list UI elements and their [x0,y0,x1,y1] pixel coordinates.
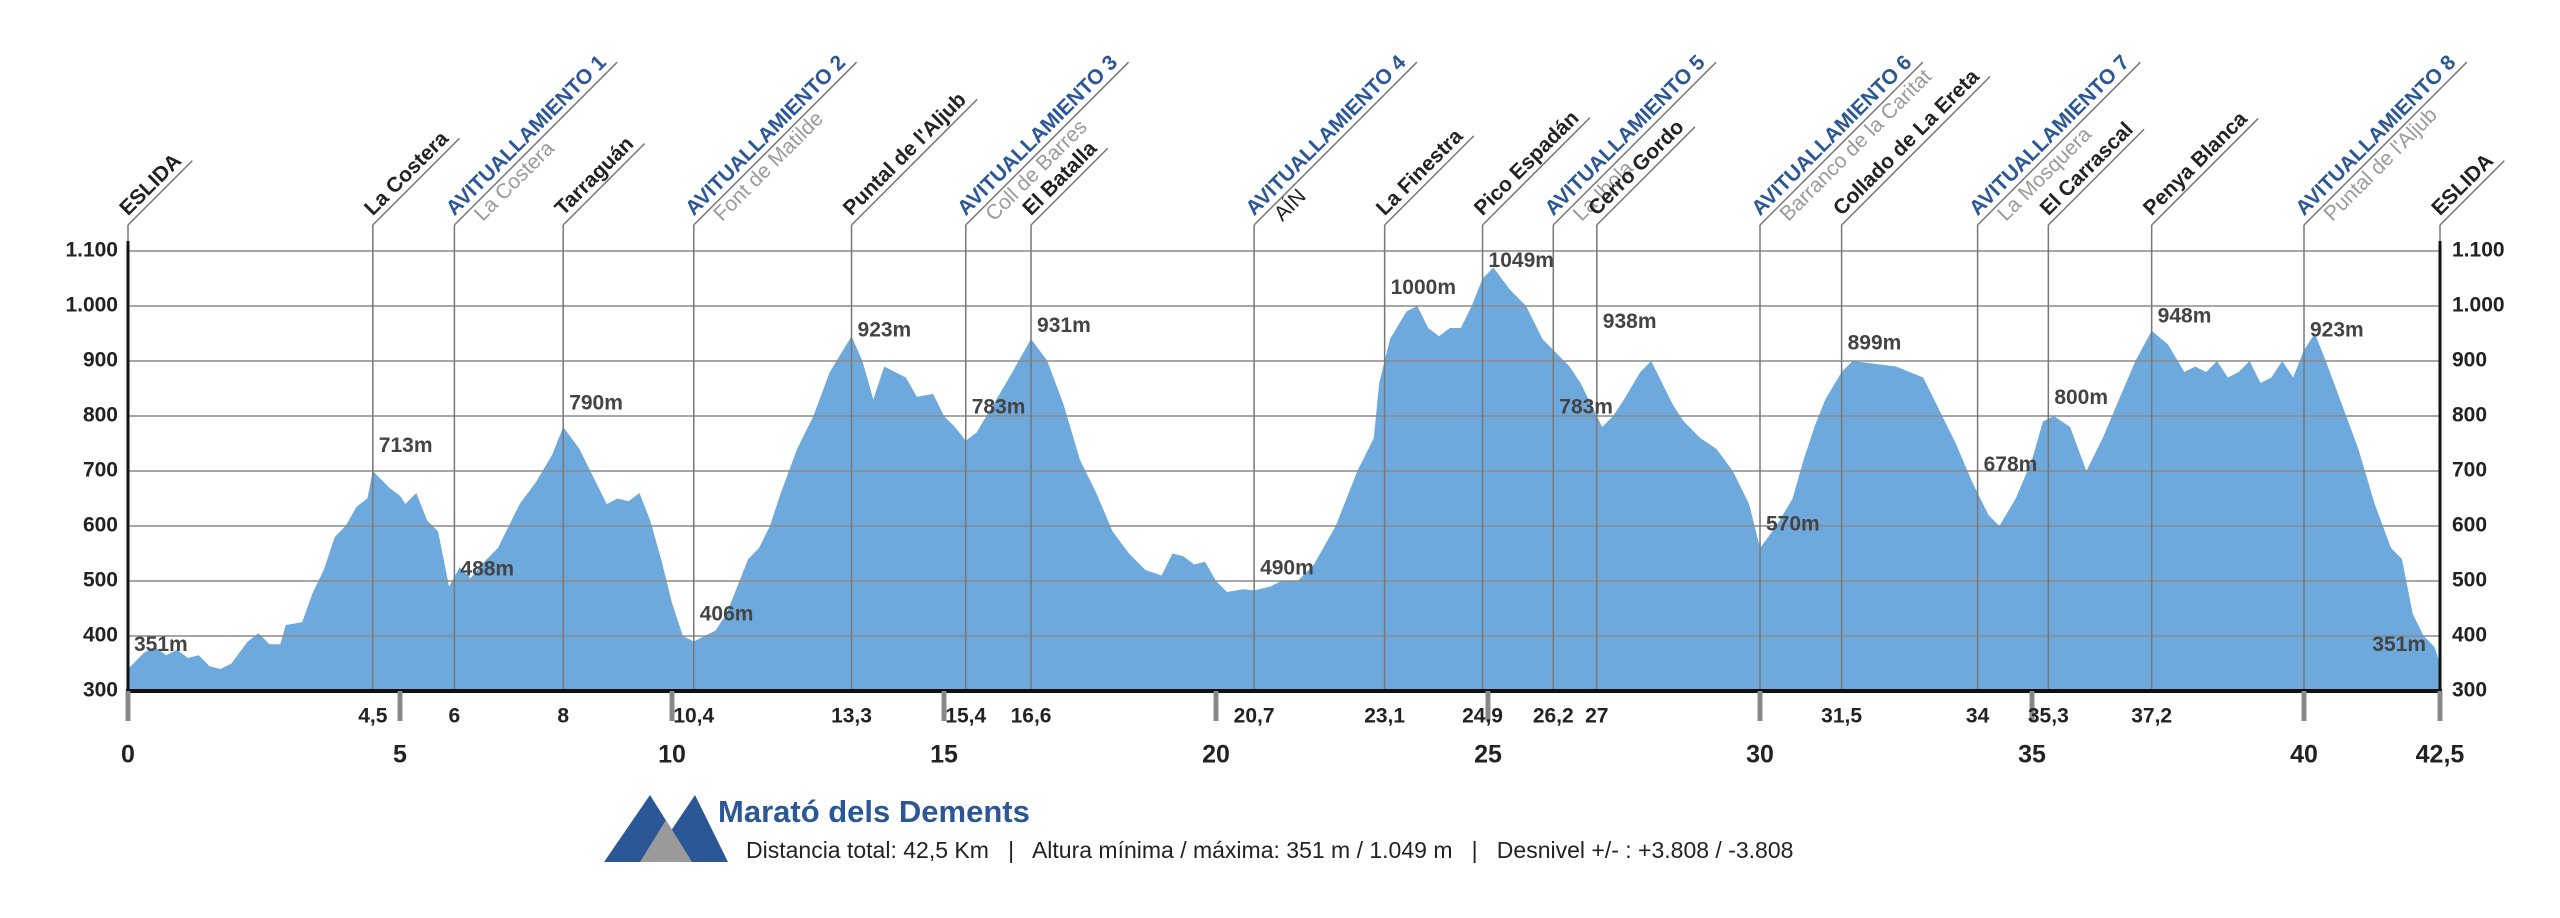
waypoint-leader [965,61,1130,226]
elevation-label: 899m [1848,332,1902,355]
waypoint-name: AVITUALLAMIENTO 2 [681,51,850,220]
waypoint-leader [562,143,646,226]
elevation-label: 1049m [1489,249,1554,272]
x-tick-label: 35 [2018,741,2046,769]
elevation-label: 783m [1559,395,1613,418]
y2-tick-label: 300 [2452,679,2487,702]
waypoint-name: AVITUALLAMIENTO 6 [1747,51,1916,220]
elevation-label: 800m [2054,386,2108,409]
x-tick-label: 42,5 [2416,741,2465,769]
waypoint-name: Penya Blanca [2139,107,2252,220]
y2-tick-label: 1.100 [2452,239,2505,262]
waypoint-leader [1030,147,1109,226]
y2-tick-label: 1.000 [2452,294,2505,317]
elevation-label: 678m [1984,453,2038,476]
x-minor-tick-label: 23,1 [1364,705,1405,728]
waypoint-name: ESLIDA [115,149,186,220]
elevation-label: 923m [2310,318,2364,341]
x-tick-label: 10 [658,741,686,769]
waypoint-leader [2047,128,2145,226]
x-minor-tick-label: 31,5 [1821,705,1862,728]
waypoint-leader [2439,160,2505,226]
elevation-label: 783m [972,395,1026,418]
waypoint-leader [1759,61,1924,226]
waypoint-leader [1596,126,1696,226]
elevation-label: 488m [460,558,514,581]
x-tick-label: 15 [930,741,958,769]
x-minor-tick-label: 20,7 [1234,705,1275,728]
waypoint-leader [1977,61,2141,226]
waypoint-leader [127,160,193,226]
elevation-label: 570m [1766,513,1820,536]
waypoint-leader [2303,61,2468,226]
x-tick-label: 20 [1202,741,1230,769]
y2-tick-label: 600 [2452,514,2487,537]
waypoint-leader [1384,135,1475,226]
x-minor-tick-label: 35,3 [2028,705,2069,728]
elevation-label: 490m [1260,557,1314,580]
x-minor-tick-label: 37,2 [2131,705,2172,728]
elevation-label: 406m [700,603,754,626]
y2-tick-label: 700 [2452,459,2487,482]
waypoint-leader [1841,75,1991,226]
waypoint-leader [850,98,978,226]
x-minor-tick-label: 27 [1585,705,1608,728]
waypoint-leader [693,61,858,226]
waypoint-name: La Costera [360,127,453,220]
elevation-label: 931m [1037,314,1091,337]
y-tick-label: 400 [83,624,118,647]
logo [604,795,728,862]
waypoint-leader [1253,61,1418,226]
waypoint-name: ESLIDA [2427,149,2498,220]
y-tick-label: 600 [83,514,118,537]
elevation-area [128,267,2440,691]
x-minor-tick-label: 6 [449,705,461,728]
x-tick-label: 25 [1474,741,1502,769]
y2-tick-label: 900 [2452,349,2487,372]
elevation-label: 923m [858,318,912,341]
x-minor-tick-label: 26,2 [1533,705,1574,728]
waypoint-name: Tarraguán [550,132,638,220]
waypoint-leader [1552,61,1717,226]
y-tick-label: 700 [83,459,118,482]
x-tick-label: 5 [393,741,407,769]
x-minor-tick-label: 24,9 [1462,705,1503,728]
y-tick-label: 1.100 [65,239,118,262]
waypoint-name: Puntal de l'Aljub [839,88,971,220]
x-tick-label: 0 [121,741,135,769]
x-minor-tick-label: 13,3 [831,705,872,728]
x-minor-tick-label: 34 [1966,705,1990,728]
elevation-label: 938m [1603,310,1657,333]
elevation-label: 790m [569,392,623,415]
race-info: Distancia total: 42,5 Km | Altura mínima… [746,837,1793,863]
waypoint-leader [372,137,460,226]
y2-tick-label: 400 [2452,624,2487,647]
x-minor-tick-label: 10,4 [673,705,714,728]
y-tick-label: 1.000 [65,294,118,317]
waypoint-name: La Finestra [1372,124,1468,220]
elevation-label: 1000m [1391,276,1456,299]
elevation-label: 948m [2158,305,2212,328]
x-tick-label: 40 [2290,741,2318,769]
elevation-label: 713m [379,434,433,457]
y2-tick-label: 800 [2452,404,2487,427]
x-minor-tick-label: 8 [557,705,569,728]
waypoint-leader [1482,117,1591,226]
x-tick-label: 30 [1746,741,1774,769]
waypoint-leader [453,61,618,226]
y-tick-label: 900 [83,349,118,372]
logo-mountain [640,820,692,862]
waypoint-leader [2151,117,2259,226]
y-tick-label: 800 [83,404,118,427]
y-tick-label: 300 [83,679,118,702]
elevation-label: 351m [2372,633,2426,656]
y-tick-label: 500 [83,569,118,592]
y2-tick-label: 500 [2452,569,2487,592]
x-minor-tick-label: 15,4 [945,705,986,728]
x-minor-tick-label: 16,6 [1011,705,1052,728]
chart-title: Marató dels Dements [718,794,1030,829]
elevation-label: 351m [134,633,188,656]
x-minor-tick-label: 4,5 [358,705,388,728]
